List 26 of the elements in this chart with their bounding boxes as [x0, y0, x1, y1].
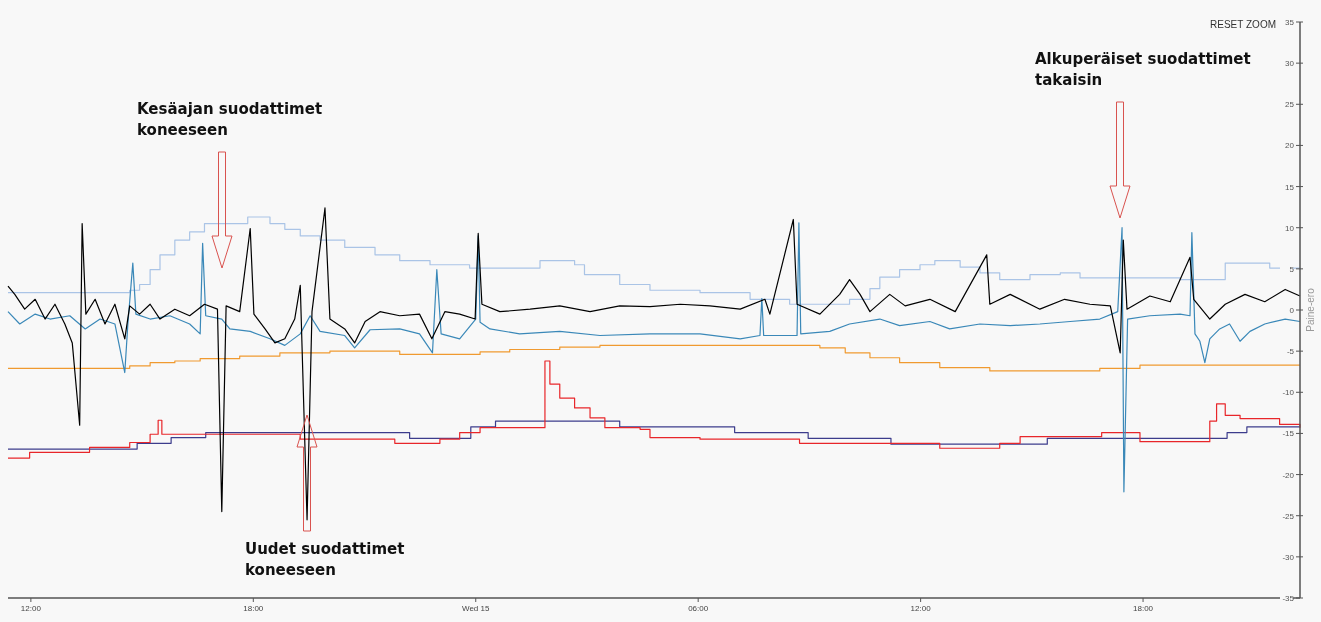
y-tick-label: 25 [1285, 100, 1295, 110]
x-tick-label: 06:00 [688, 604, 709, 613]
y-tick-label: 10 [1285, 223, 1295, 233]
y-tick-label: 15 [1285, 182, 1295, 192]
annotation: RESET ZOOM [1210, 19, 1276, 30]
annotation: Uudet suodattimet koneeseen [245, 540, 405, 579]
y-tick-label: 35 [1285, 18, 1295, 27]
y-tick-label: 5 [1289, 264, 1295, 274]
x-tick-label: 18:00 [243, 604, 264, 613]
y-tick-label: -10 [1282, 388, 1295, 398]
y-tick-label: -15 [1282, 429, 1295, 439]
y-tick-label: -25 [1282, 511, 1295, 521]
x-tick-label: Wed 15 [462, 604, 490, 613]
annotation: Kesäajan suodattimet koneeseen [137, 100, 323, 139]
x-tick-label: 12:00 [20, 604, 42, 613]
y-tick-label: -35 [1282, 594, 1295, 603]
y-tick-label: 0 [1289, 306, 1295, 315]
y-tick-label: -20 [1282, 470, 1295, 480]
annotation: Alkuperäiset suodattimet takaisin [1035, 50, 1251, 89]
y-tick-label: 20 [1285, 141, 1295, 151]
y-tick-label: 30 [1285, 59, 1295, 69]
y-axis-title: Paine-ero [1305, 287, 1316, 332]
x-tick-label: 12:00 [910, 604, 932, 613]
y-tick-label: -5 [1286, 347, 1295, 357]
y-tick-label: -30 [1282, 552, 1295, 562]
x-tick-label: 18:00 [1133, 604, 1154, 613]
